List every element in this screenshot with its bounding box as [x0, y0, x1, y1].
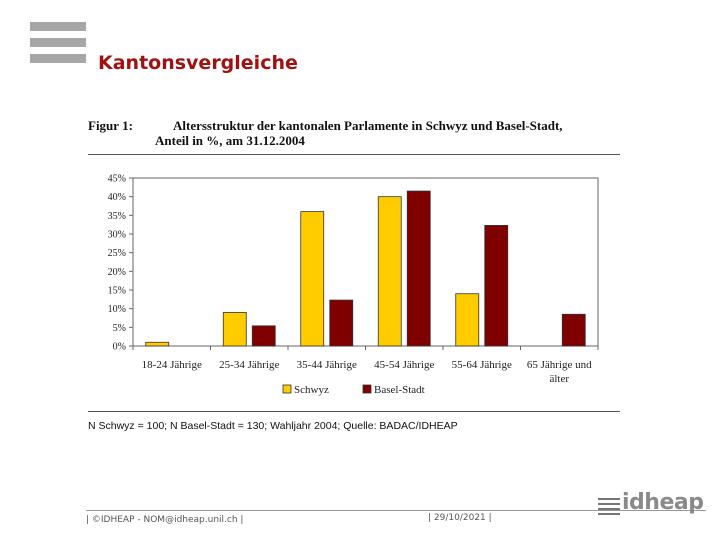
bar-schwyz — [145, 341, 170, 347]
y-tick-label: 10% — [108, 304, 126, 315]
footer-copyright: | ©IDHEAP - NOM@idheap.unil.ch | — [86, 515, 244, 525]
figure-title-line2: Anteil in %, am 31.12.2004 — [155, 133, 305, 148]
y-tick-label: 25% — [108, 248, 126, 259]
slide-logo-bars — [30, 22, 86, 70]
x-category-label: 55-64 Jährige — [452, 359, 512, 371]
bar-schwyz — [455, 293, 480, 347]
figure-title: Altersstruktur der kantonalen Parlamente… — [155, 118, 585, 148]
x-category-label: 45-54 Jährige — [374, 359, 434, 371]
y-tick-label: 30% — [108, 230, 126, 241]
y-tick-label: 5% — [113, 323, 126, 334]
figure-title-line1: Altersstruktur der kantonalen Parlamente… — [173, 118, 563, 133]
idheap-logo-text: idheap — [622, 490, 704, 515]
idheap-logo: idheap — [598, 490, 704, 520]
figure-source: N Schwyz = 100; N Basel-Stadt = 130; Wah… — [88, 420, 458, 432]
figure-label: Figur 1: — [88, 118, 133, 133]
figure-top-rule — [88, 154, 620, 155]
plot-area-frame — [132, 177, 599, 347]
legend-swatch-schwyz — [282, 384, 292, 394]
y-tick-label: 45% — [108, 174, 126, 185]
legend-label-schwyz: Schwyz — [294, 384, 329, 396]
x-category-label: älter — [549, 373, 569, 385]
bar-basel-stadt — [329, 299, 354, 347]
logo-bar — [30, 22, 86, 31]
x-category-label: 65 Jährige und — [527, 359, 592, 371]
idheap-logo-lines — [598, 498, 620, 518]
y-tick-label: 15% — [108, 286, 126, 297]
bar-schwyz — [377, 196, 402, 347]
bar-schwyz — [300, 211, 325, 347]
y-tick-label: 40% — [108, 192, 126, 203]
figure-bottom-rule — [88, 411, 620, 412]
footer-date: | 29/10/2021 | — [428, 513, 492, 523]
x-category-label: 35-44 Jährige — [297, 359, 357, 371]
bar-schwyz — [222, 311, 247, 347]
bar-basel-stadt — [406, 190, 431, 347]
bar-basel-stadt — [251, 325, 276, 347]
bar-basel-stadt — [484, 225, 509, 347]
x-category-label: 18-24 Jährige — [142, 359, 202, 371]
slide-title: Kantonsvergleiche — [98, 52, 298, 74]
legend-label-basel-stadt: Basel-Stadt — [374, 384, 425, 396]
legend-swatch-basel-stadt — [362, 384, 372, 394]
footer-divider — [86, 510, 706, 511]
x-category-label: 25-34 Jährige — [219, 359, 279, 371]
y-tick-label: 0% — [113, 342, 126, 353]
bar-basel-stadt — [561, 313, 586, 347]
y-tick-label: 20% — [108, 267, 126, 278]
logo-bar — [30, 38, 86, 47]
logo-bar — [30, 54, 86, 63]
y-tick-label: 35% — [108, 211, 126, 222]
